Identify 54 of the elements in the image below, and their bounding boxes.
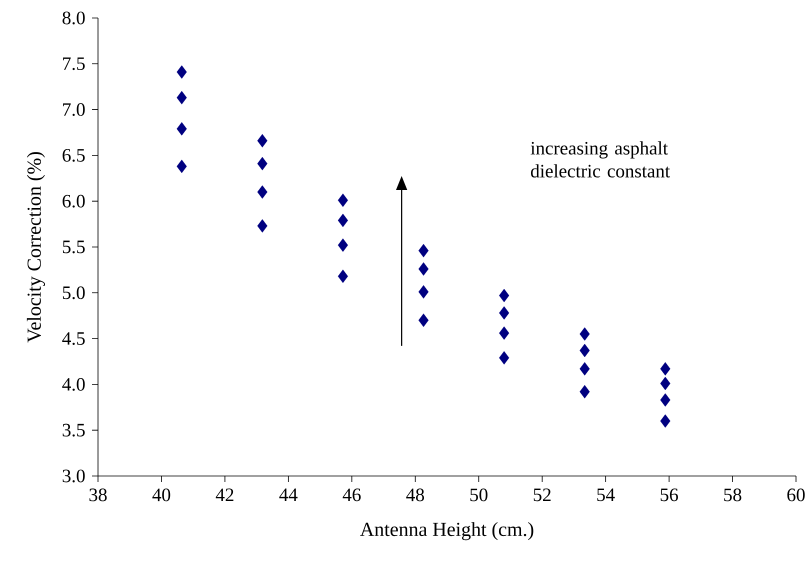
point (580, 385, 590, 398)
x-tick-label: 46 (342, 488, 361, 502)
point (338, 214, 348, 228)
y-axis-title: Velocity Correction (%) (26, 152, 46, 342)
point (499, 306, 510, 320)
y-tick-label: 5.0 (62, 286, 85, 300)
y-tick-label: 4.5 (62, 332, 85, 345)
point (660, 393, 670, 407)
point (338, 194, 348, 207)
x-axis-title: Antenna Height (cm.) (360, 522, 534, 540)
point (499, 326, 510, 340)
point (418, 285, 429, 299)
x-tick-label: 48 (406, 488, 424, 502)
point (418, 244, 429, 258)
point (338, 238, 348, 252)
point (176, 90, 187, 104)
point (176, 122, 187, 136)
x-tick-label: 52 (534, 488, 551, 502)
y-tick-label: 7.0 (63, 103, 85, 116)
point (257, 219, 268, 233)
point (660, 376, 670, 390)
point (257, 134, 268, 148)
x-tick-label: 42 (216, 488, 234, 502)
point (338, 270, 348, 283)
x-tick-label: 56 (660, 488, 678, 502)
point (580, 344, 590, 358)
y-tick-label: 5.5 (62, 240, 85, 254)
point (176, 160, 187, 174)
annotation: increasing asphalt dielectric constant (530, 141, 670, 178)
point (580, 362, 590, 376)
point (257, 185, 268, 199)
y-tick-label: 6.5 (62, 148, 85, 162)
y-tick-label: 3.5 (62, 424, 85, 437)
x-tick-label: 50 (470, 488, 488, 502)
point (660, 362, 670, 376)
point (580, 327, 590, 341)
point (499, 288, 510, 302)
y-tick-label: 6.0 (62, 194, 85, 208)
x-tick-label: 54 (597, 488, 615, 502)
point (499, 351, 510, 365)
y-tick-label: 8.0 (62, 12, 85, 24)
x-tick-label: 60 (787, 488, 805, 502)
y-tick-label: 3.0 (62, 470, 85, 482)
y-tick-label: 4.0 (62, 378, 85, 391)
y-tick-label: 7.5 (63, 57, 85, 70)
x-tick-label: 58 (724, 488, 742, 502)
point (660, 414, 670, 428)
point (176, 65, 187, 79)
x-tick-label: 44 (279, 488, 298, 501)
point (257, 156, 268, 170)
point (418, 314, 429, 327)
x-tick-label: 40 (152, 488, 170, 502)
point (418, 262, 429, 276)
x-tick-label: 38 (89, 488, 107, 502)
